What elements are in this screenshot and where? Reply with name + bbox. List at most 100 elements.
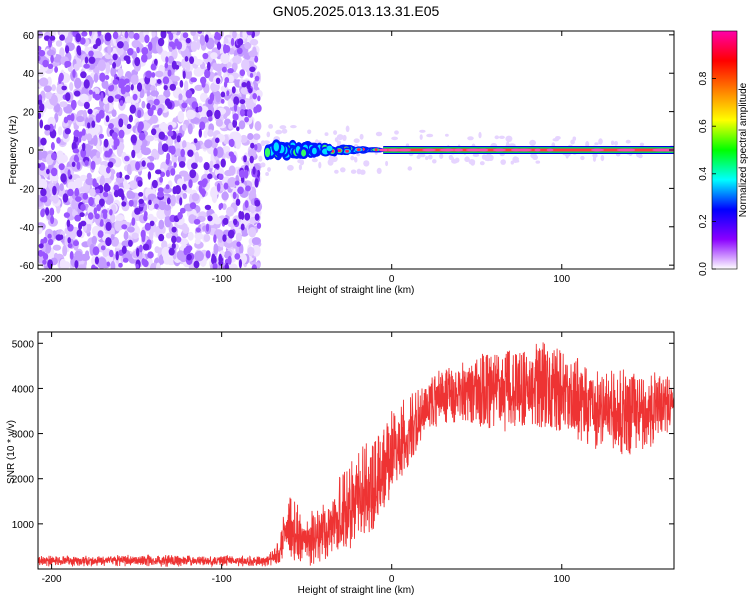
y-tick-label: 60	[23, 31, 35, 42]
noise-speckle	[141, 100, 146, 109]
band-halo	[391, 136, 398, 141]
noise-speckle	[242, 31, 248, 39]
noise-blob	[50, 167, 58, 177]
noise-blob	[87, 122, 91, 129]
noise-speckle	[177, 110, 185, 123]
noise-blob	[98, 109, 105, 119]
band-halo	[353, 138, 360, 143]
noise-blob	[79, 37, 86, 45]
noise-blob	[250, 142, 255, 149]
noise-speckle	[98, 164, 107, 175]
noise-blob	[235, 198, 241, 206]
noise-blob	[193, 218, 201, 225]
noise-speckle	[187, 123, 193, 135]
noise-blob	[76, 161, 81, 170]
noise-speckle	[45, 91, 53, 100]
x-tick-label: -100	[212, 274, 232, 285]
noise-blob	[109, 209, 113, 216]
noise-speckle	[194, 238, 201, 245]
noise-speckle	[89, 188, 96, 196]
noise-blob	[97, 31, 102, 37]
noise-blob	[233, 103, 238, 112]
colorbar-tick-label: 0.2	[698, 214, 709, 228]
noise-blob	[162, 144, 166, 150]
noise-speckle	[46, 76, 52, 87]
noise-blob	[54, 66, 58, 73]
noise-blob	[138, 121, 144, 131]
noise-blob	[64, 60, 72, 68]
x-tick-label: -200	[42, 274, 62, 285]
noise-blob	[219, 202, 224, 209]
noise-blob	[88, 31, 93, 37]
noise-blob	[55, 234, 62, 241]
band-halo	[505, 135, 513, 142]
noise-blob	[82, 192, 89, 200]
noise-blob	[146, 102, 151, 110]
noise-blob	[124, 31, 129, 39]
noise-blob	[124, 155, 130, 162]
noise-blob	[105, 237, 112, 247]
noise-blob	[207, 99, 213, 105]
noise-blob	[72, 102, 76, 111]
band-halo	[500, 159, 507, 165]
noise-blob	[214, 109, 221, 120]
noise-blob	[227, 255, 232, 265]
noise-blob	[166, 197, 171, 205]
band-halo	[416, 155, 421, 160]
noise-blob	[123, 55, 131, 62]
noise-blob	[207, 61, 211, 71]
noise-speckle	[170, 75, 181, 82]
noise-blob	[127, 239, 133, 247]
noise-blob	[244, 116, 250, 123]
noise-blob	[153, 98, 160, 106]
noise-blob	[136, 247, 140, 257]
noise-blob	[147, 251, 154, 259]
noise-blob	[113, 189, 119, 198]
band-halo	[532, 154, 538, 160]
noise-blob	[227, 68, 234, 74]
noise-speckle	[227, 177, 237, 188]
noise-blob	[236, 47, 243, 55]
band-peak	[546, 148, 554, 152]
noise-blob	[203, 162, 210, 171]
noise-blob	[133, 32, 140, 41]
noise-blob	[38, 243, 44, 249]
x-tick-label: 0	[389, 574, 395, 585]
band-halo	[359, 169, 366, 175]
noise-blob	[138, 132, 146, 141]
noise-speckle	[254, 121, 262, 131]
noise-blob	[187, 149, 194, 157]
noise-blob	[202, 178, 208, 185]
noise-blob	[231, 86, 236, 94]
noise-blob	[206, 109, 213, 118]
noise-blob	[190, 77, 198, 83]
noise-speckle	[210, 52, 218, 60]
noise-blob	[149, 220, 155, 227]
noise-speckle	[52, 244, 62, 251]
y-tick-label: 20	[23, 108, 35, 119]
noise-blob	[146, 162, 152, 168]
snr-x-axis-label: Height of straight line (km)	[298, 585, 415, 596]
band-halo	[419, 134, 423, 140]
band-halo	[585, 141, 590, 148]
noise-blob	[142, 243, 150, 251]
noise-speckle	[235, 232, 242, 242]
noise-blob	[252, 166, 256, 175]
noise-speckle	[155, 262, 161, 269]
noise-blob	[49, 35, 56, 41]
noise-speckle	[110, 213, 116, 223]
noise-blob	[218, 257, 224, 263]
band-halo	[334, 169, 339, 174]
noise-blob	[223, 182, 229, 190]
noise-blob	[213, 234, 217, 244]
noise-blob	[103, 138, 109, 148]
band-halo	[318, 161, 322, 169]
noise-blob	[91, 120, 96, 128]
noise-blob	[76, 229, 83, 238]
noise-blob	[107, 161, 114, 168]
noise-blob	[174, 185, 181, 195]
noise-blob	[38, 249, 44, 257]
noise-blob	[189, 169, 197, 179]
noise-blob	[108, 148, 113, 155]
